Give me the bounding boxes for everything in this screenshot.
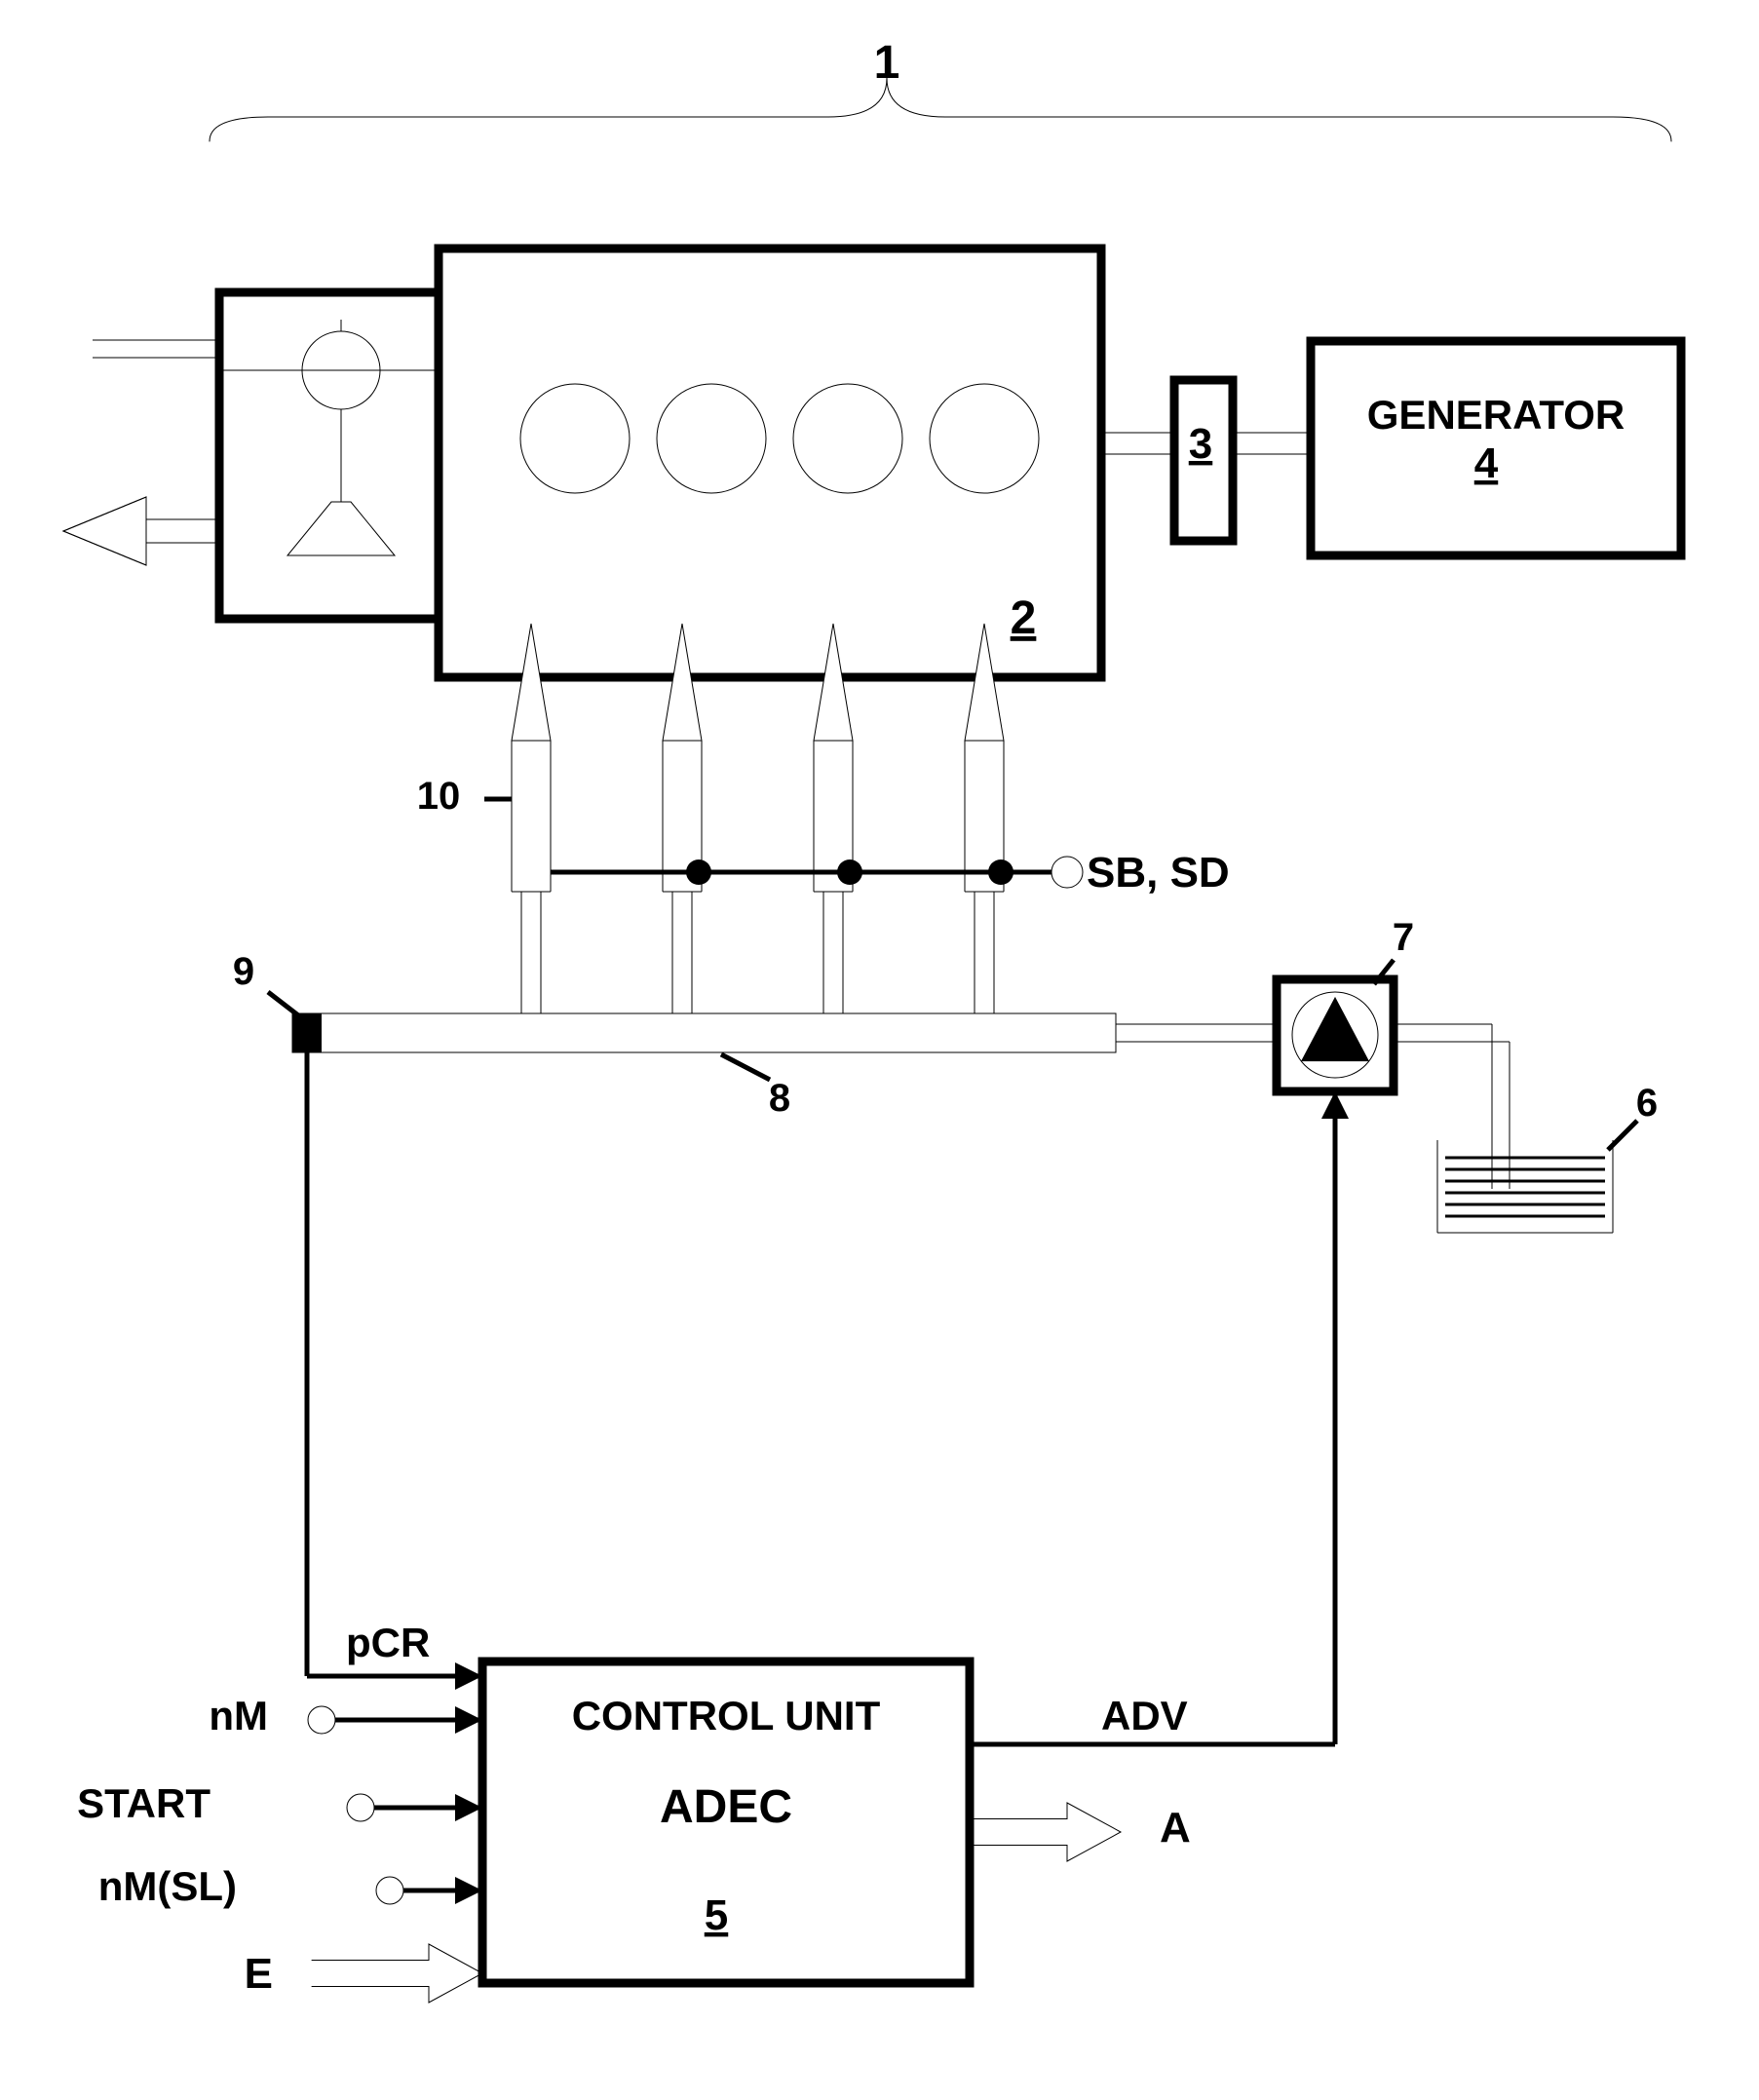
svg-text:8: 8 xyxy=(769,1077,790,1120)
svg-text:E: E xyxy=(245,1950,273,1998)
svg-text:pCR: pCR xyxy=(346,1620,430,1665)
system-diagram: 1 2 3 4 5 6 7 8 9 10 GENERATOR CONTROL UNIT ADEC SB, … xyxy=(0,0,1759,2100)
svg-text:5: 5 xyxy=(705,1891,728,1939)
svg-text:nM: nM xyxy=(209,1693,268,1738)
svg-text:CONTROL UNIT: CONTROL UNIT xyxy=(572,1693,881,1738)
svg-text:6: 6 xyxy=(1636,1082,1658,1125)
svg-text:3: 3 xyxy=(1189,420,1212,468)
svg-text:2: 2 xyxy=(1011,592,1037,644)
svg-text:7: 7 xyxy=(1393,916,1414,959)
svg-text:SB, SD: SB, SD xyxy=(1087,849,1230,897)
svg-text:START: START xyxy=(77,1780,210,1826)
svg-text:1: 1 xyxy=(874,37,900,89)
svg-text:4: 4 xyxy=(1474,439,1499,487)
svg-text:9: 9 xyxy=(233,950,254,993)
svg-text:ADV: ADV xyxy=(1101,1693,1188,1738)
svg-text:A: A xyxy=(1160,1804,1191,1852)
svg-text:ADEC: ADEC xyxy=(660,1781,792,1833)
svg-text:nM(SL): nM(SL) xyxy=(98,1863,237,1909)
svg-text:10: 10 xyxy=(417,775,461,818)
svg-text:GENERATOR: GENERATOR xyxy=(1367,392,1625,438)
